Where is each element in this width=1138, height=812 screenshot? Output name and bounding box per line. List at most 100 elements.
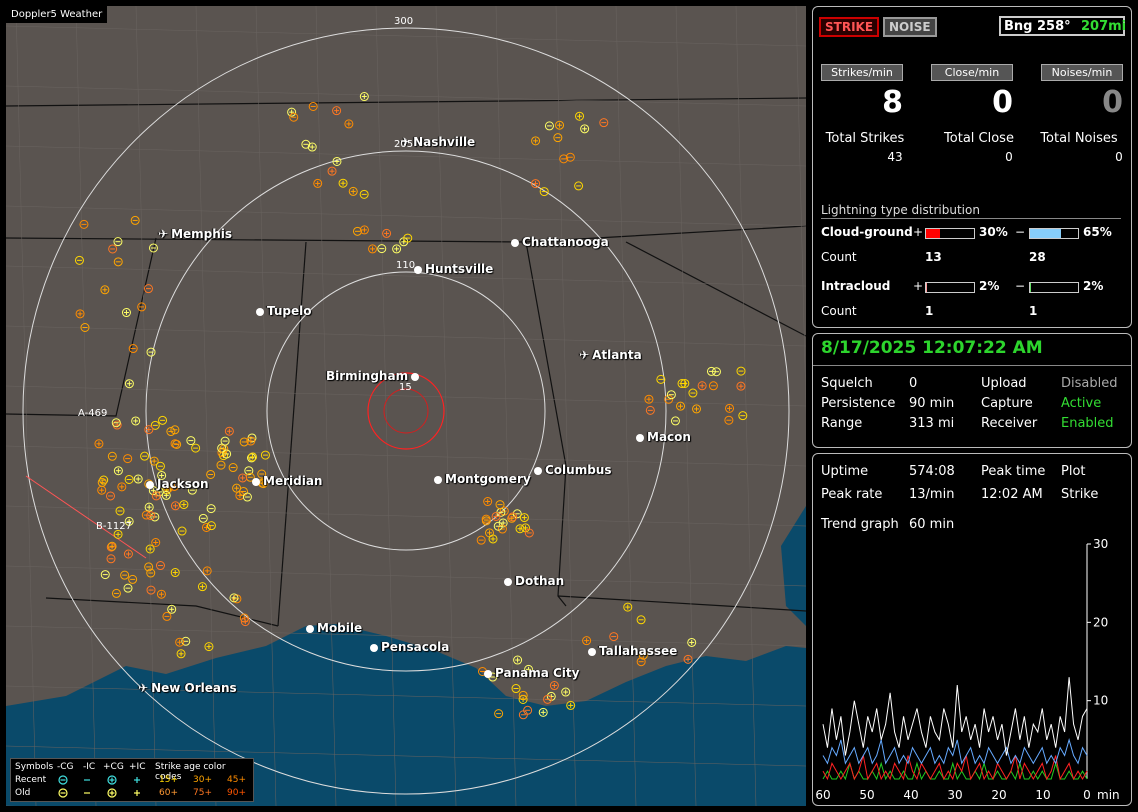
marker-label-a: A-469 (78, 408, 108, 419)
city-label: Tupelo (267, 304, 312, 318)
strike-symbol (382, 228, 392, 238)
city-dot-icon (511, 239, 519, 247)
strike-symbol (485, 528, 495, 538)
strike-symbol (105, 491, 115, 501)
county-line-h-10 (6, 625, 806, 647)
strike-symbol (515, 524, 525, 534)
noises-per-min-button[interactable]: Noises/min (1041, 64, 1123, 81)
total-strikes-value: 43 (887, 150, 903, 164)
strike-symbol (359, 92, 369, 102)
ring-label-300: 300 (394, 16, 414, 27)
receiver-label: Receiver (981, 416, 1038, 431)
noise-mode-button[interactable]: NOISE (883, 17, 937, 37)
county-line-h-6 (6, 385, 806, 407)
strike-symbol (146, 568, 156, 578)
chart-x-axis-label: min (1097, 788, 1120, 802)
strike-symbol (113, 466, 123, 476)
strike-symbol (123, 549, 133, 559)
strike-symbol (206, 521, 216, 531)
strike-symbol (636, 615, 646, 625)
county-line-v-0 (15, 6, 37, 806)
plot-value[interactable]: Strike (1061, 487, 1099, 502)
strike-symbol (229, 593, 239, 603)
strike-symbol (131, 416, 141, 426)
strike-symbol (170, 501, 180, 511)
strike-symbol (175, 637, 185, 647)
strike-symbol (313, 178, 323, 188)
status-panel: 8/17/2025 12:07:22 AM Squelch 0 Persiste… (812, 333, 1132, 448)
county-line-h-9 (6, 565, 806, 587)
city-label: Nashville (413, 135, 476, 149)
city-dot-icon (146, 481, 154, 489)
strike-symbol (403, 233, 413, 243)
strike-symbol (150, 420, 160, 430)
strike-symbol (623, 602, 633, 612)
strike-symbol (332, 156, 342, 166)
squelch-value: 0 (909, 376, 918, 391)
county-line-v-7 (435, 6, 457, 806)
strike-symbol (332, 106, 342, 116)
strike-symbol (507, 513, 517, 523)
bearing-ring (367, 372, 445, 450)
ic-neg-bar (1029, 282, 1079, 293)
county-line-h-3 (6, 205, 806, 227)
strike-symbol (156, 589, 166, 599)
strike-symbol (191, 443, 201, 453)
strike-symbol (683, 654, 693, 664)
strike-symbol (169, 481, 179, 491)
strike-mode-button[interactable]: STRIKE (819, 17, 880, 37)
marker-label-b: B-1127 (96, 521, 132, 532)
current-datetime: 8/17/2025 12:07:22 AM (821, 338, 1043, 358)
symbol-legend: Symbols -CG -IC +CG +IC Strike age color… (10, 758, 254, 802)
state-border-2 (277, 241, 307, 627)
city-memphis: ✈ Memphis (158, 227, 232, 241)
city-dot-icon (256, 308, 264, 316)
strike-symbol (531, 136, 541, 146)
strike-symbol (483, 497, 493, 507)
city-label: Meridian (263, 474, 323, 488)
strike-symbol (124, 379, 134, 389)
city-label: Montgomery (445, 472, 531, 486)
city-dot-icon (306, 625, 314, 633)
airport-icon: ✈ (138, 681, 149, 695)
city-dot-icon (504, 578, 512, 586)
strike-symbol (287, 107, 297, 117)
strike-symbol (368, 244, 378, 254)
strike-symbol (670, 416, 680, 426)
capture-value: Active (1061, 396, 1102, 411)
strike-symbol (738, 411, 748, 421)
strike-symbol (146, 511, 156, 521)
peak-rate-value: 13/min (909, 487, 955, 502)
cg-neg-sign: − (1015, 225, 1026, 239)
city-macon: Macon (636, 430, 691, 444)
county-line-v-6 (375, 6, 397, 806)
strike-symbol (238, 473, 248, 483)
county-line-h-0 (6, 25, 806, 47)
city-label: Dothan (515, 574, 565, 588)
city-pensacola: Pensacola (370, 640, 449, 654)
strike-symbol (574, 181, 584, 191)
total-strikes-label: Total Strikes (825, 131, 905, 146)
strike-symbol (609, 632, 619, 642)
strike-symbol (531, 179, 541, 189)
peak-time-value: 12:02 AM (981, 487, 1043, 502)
ic-pos-count: 1 (925, 304, 934, 318)
trend-chart: 30 20 10 60 50 40 30 20 10 0 min (815, 537, 1120, 802)
county-line-v-4 (255, 6, 277, 806)
strikes-per-min-button[interactable]: Strikes/min (821, 64, 903, 81)
strike-symbol (518, 690, 528, 700)
legend-age-45: 45+ (227, 775, 246, 785)
cloud-ground-label: Cloud-ground (821, 225, 913, 239)
strike-symbol (222, 449, 232, 459)
legend-age-90: 90+ (227, 788, 246, 798)
strike-symbol (308, 101, 318, 111)
legend-recent-label: Recent (15, 775, 47, 785)
cg-neg-bar (1029, 228, 1079, 239)
strike-symbol (146, 347, 156, 357)
strike-symbol (257, 469, 267, 479)
state-border-6 (557, 595, 806, 612)
lightning-map[interactable]: Doppler5 Weather ✈ Nashville ✈ Memphis Chatt… (6, 6, 806, 806)
close-per-min-button[interactable]: Close/min (931, 64, 1013, 81)
strike-symbol (179, 500, 189, 510)
legend-col-pos-ic: +IC (129, 762, 146, 772)
